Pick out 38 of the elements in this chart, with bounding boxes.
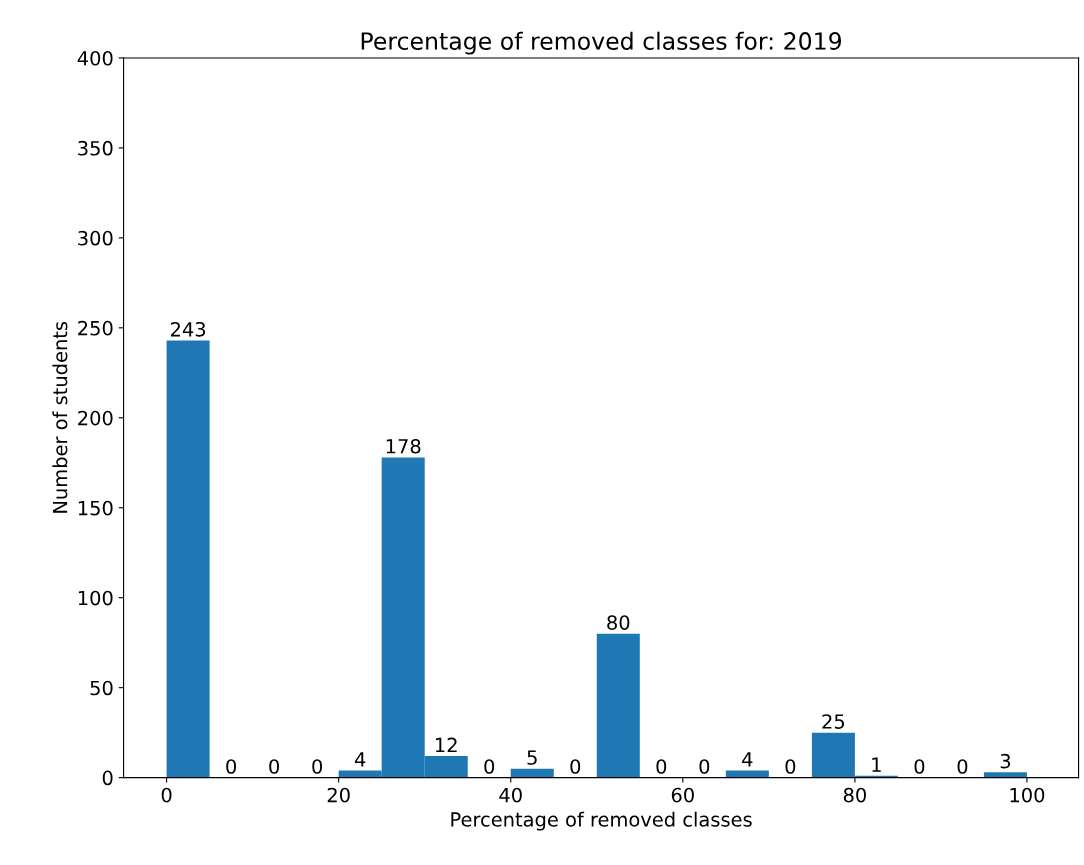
x-tick-label: 20: [327, 787, 350, 803]
data-label: 0: [914, 759, 925, 774]
data-label: 1: [872, 757, 881, 772]
data-label: 4: [742, 752, 753, 767]
data-label: 0: [785, 759, 796, 774]
y-tick-label: 300: [78, 230, 113, 246]
x-tick-label: 40: [499, 787, 522, 803]
x-axis-title: Percentage of removed classes: [451, 811, 752, 831]
data-label: 0: [226, 759, 237, 774]
data-label: 178: [386, 438, 421, 454]
chart-title: Percentage of removed classes for: 2019: [361, 31, 842, 55]
y-tick-label: 100: [78, 590, 113, 606]
data-label: 0: [957, 759, 968, 774]
data-label: 0: [269, 759, 280, 774]
data-label: 80: [607, 615, 630, 630]
data-label: 4: [354, 752, 366, 767]
x-tick-label: 80: [843, 787, 866, 803]
x-tick-label: 100: [1010, 787, 1045, 803]
y-tick-label: 350: [78, 140, 113, 156]
x-tick-label: 0: [161, 787, 172, 803]
data-label: 243: [170, 321, 206, 337]
data-label: 0: [484, 759, 495, 774]
data-label: 12: [435, 737, 457, 752]
data-label: 5: [527, 750, 537, 765]
x-tick-label: 60: [671, 787, 694, 803]
y-tick-label: 200: [78, 410, 113, 426]
data-label: 25: [822, 714, 845, 729]
data-label: 0: [656, 759, 667, 774]
y-axis-title: Number of students: [52, 321, 68, 513]
y-tick-label: 400: [77, 50, 113, 66]
y-tick-label: 250: [78, 320, 113, 336]
y-tick-label: 150: [78, 500, 113, 516]
y-tick-label: 50: [90, 680, 113, 696]
data-label: 0: [312, 759, 323, 774]
data-label: 3: [1000, 753, 1011, 769]
data-label: 0: [570, 759, 581, 774]
data-label: 0: [699, 759, 710, 774]
y-tick-label: 0: [102, 770, 113, 786]
